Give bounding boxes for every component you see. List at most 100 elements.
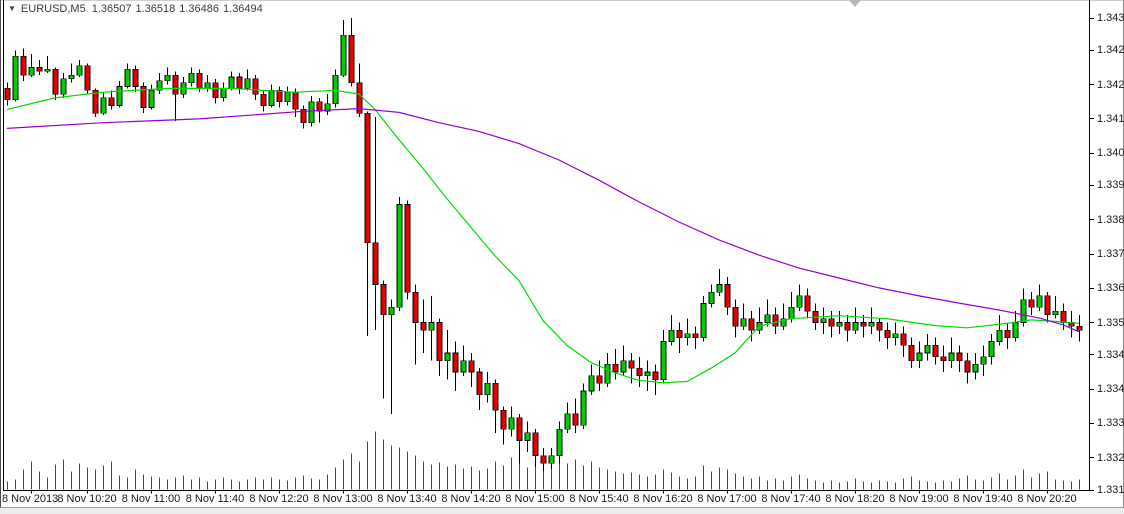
candle-bear xyxy=(300,109,307,123)
candle-bear xyxy=(572,413,579,426)
candle-bull xyxy=(988,341,995,358)
time-axis[interactable]: 8 Nov 2013 8 Nov 10:20 8 Nov 11:00 8 Nov 11… xyxy=(2,492,1090,507)
candle-bull xyxy=(740,318,747,327)
candle-bull xyxy=(556,428,563,457)
time-axis-label: 8 Nov 11:00 xyxy=(121,493,181,505)
price-axis-tick xyxy=(1090,287,1094,289)
candle-bear xyxy=(844,322,851,331)
price-axis-tick xyxy=(1090,253,1094,255)
candle-bear xyxy=(84,65,91,91)
time-axis-label: 8 Nov 11:40 xyxy=(185,493,245,505)
time-axis-label: 8 Nov 15:40 xyxy=(569,493,629,505)
candle-bull xyxy=(188,72,195,84)
candle-bull xyxy=(716,284,723,293)
candle-bear xyxy=(292,91,299,110)
ohlc-close-value: 1.36494 xyxy=(223,3,263,15)
time-axis-label: 8 Nov 19:40 xyxy=(953,493,1013,505)
candle-bull xyxy=(44,69,51,72)
candle-bull xyxy=(484,383,491,396)
price-axis-tick xyxy=(1090,152,1094,154)
candle-bull xyxy=(324,103,331,112)
candle-bear xyxy=(596,375,603,384)
candle-bear xyxy=(36,67,43,72)
candle-bull xyxy=(1020,299,1027,323)
price-axis-label: 1.33670 xyxy=(1097,282,1124,295)
price-axis-label: 1.34295 xyxy=(1097,44,1124,57)
candle-bear xyxy=(628,360,635,369)
candle-bull xyxy=(916,352,923,361)
candle-bear xyxy=(540,455,547,464)
price-axis-tick xyxy=(1090,489,1094,491)
candle-bull xyxy=(284,91,291,103)
candle-bear xyxy=(364,112,371,243)
candle-bull xyxy=(644,371,651,377)
candle-bull xyxy=(1036,295,1043,308)
time-axis-label: 8 Nov 20:20 xyxy=(1017,493,1077,505)
candle-bull xyxy=(228,76,235,89)
price-axis-tick xyxy=(1090,388,1094,390)
time-axis-label: 8 Nov 14:20 xyxy=(441,493,501,505)
candle-bear xyxy=(1076,326,1083,331)
candle-bull xyxy=(460,360,467,373)
price-axis[interactable]: 1.34380 1.34295 1.34205 1.34115 1.34025 1.339… xyxy=(1090,0,1124,496)
ma-slow-line xyxy=(6,107,1080,333)
price-axis-tick xyxy=(1090,219,1094,221)
price-axis-label: 1.34115 xyxy=(1097,112,1124,125)
time-axis-label: 8 Nov 13:40 xyxy=(377,493,437,505)
candle-bull xyxy=(508,417,515,430)
candle-bear xyxy=(1004,329,1011,339)
ohlc-low-value: 1.36486 xyxy=(179,3,220,15)
candle-bull xyxy=(604,364,611,384)
candle-bull xyxy=(220,88,227,99)
candle-bull xyxy=(12,55,19,101)
time-axis-label: 8 Nov 18:20 xyxy=(825,493,885,505)
price-axis-label: 1.33850 xyxy=(1097,213,1124,226)
price-axis-label: 1.33315 xyxy=(1097,417,1124,430)
candle-bull xyxy=(164,74,171,82)
candle-bear xyxy=(940,356,947,361)
candle-bear xyxy=(500,409,507,430)
candle-bear xyxy=(404,204,411,293)
candle-bull xyxy=(156,80,163,91)
candle-bull xyxy=(852,322,859,331)
price-axis-tick xyxy=(1090,422,1094,424)
candle-bull xyxy=(76,65,83,76)
candle-bull xyxy=(60,78,67,95)
price-axis-label: 1.33495 xyxy=(1097,348,1124,361)
candlestick-chart-canvas[interactable] xyxy=(3,0,1090,494)
candle-bear xyxy=(692,333,699,339)
chart-plot-area[interactable] xyxy=(3,0,1090,494)
candle-bull xyxy=(708,291,715,304)
candle-bear xyxy=(964,360,971,373)
candle-bull xyxy=(996,329,1003,342)
price-axis-label: 1.34205 xyxy=(1097,78,1124,91)
candle-bear xyxy=(252,78,259,95)
candle-bull xyxy=(660,341,667,380)
candle-bull xyxy=(548,455,555,464)
chart-shift-marker-icon[interactable] xyxy=(849,0,861,7)
candle-bear xyxy=(732,306,739,327)
candle-bear xyxy=(468,360,475,373)
candle-bear xyxy=(900,333,907,346)
candle-bear xyxy=(476,371,483,396)
candle-bull xyxy=(388,306,395,316)
candle-bear xyxy=(4,88,11,101)
candle-bear xyxy=(260,93,267,106)
time-axis-label: 8 Nov 15:00 xyxy=(505,493,565,505)
candle-bull xyxy=(124,69,131,87)
time-axis-label: 8 Nov 17:00 xyxy=(697,493,757,505)
candle-bull xyxy=(268,90,275,106)
candle-bear xyxy=(492,383,499,411)
candle-bull xyxy=(100,97,107,114)
price-axis-label: 1.34025 xyxy=(1097,147,1124,160)
candle-bull xyxy=(620,360,627,373)
candle-bear xyxy=(804,295,811,312)
candle-bear xyxy=(884,329,891,339)
candle-bear xyxy=(532,432,539,457)
candle-bull xyxy=(1052,310,1059,316)
candle-bear xyxy=(212,82,219,99)
candle-bull xyxy=(668,329,675,342)
candle-bull xyxy=(580,390,587,426)
candle-bear xyxy=(724,284,731,308)
time-axis-date-label: 8 Nov 2013 xyxy=(2,493,59,505)
